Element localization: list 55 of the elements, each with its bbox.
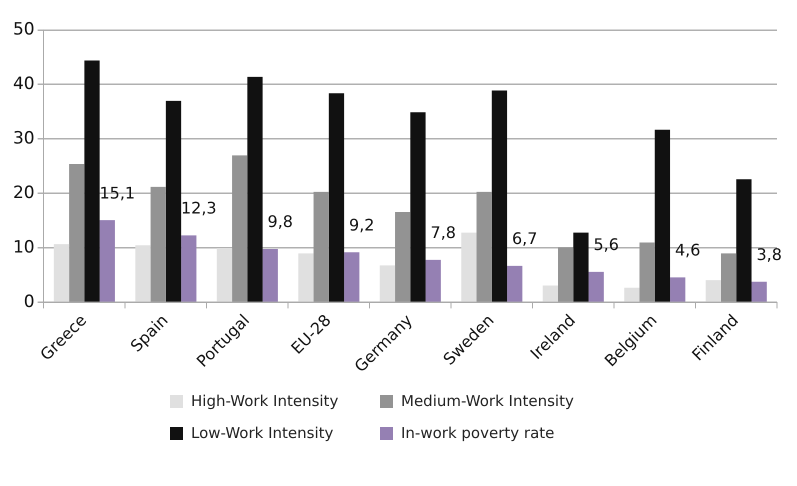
data-label: 6,7 xyxy=(512,229,538,248)
data-label: 9,2 xyxy=(349,215,374,234)
legend-label: In-work poverty rate xyxy=(401,424,554,442)
bar xyxy=(135,245,151,302)
bar xyxy=(328,93,344,302)
y-tick-label: 20 xyxy=(12,182,35,203)
bar xyxy=(461,232,477,302)
bar xyxy=(216,248,232,302)
y-tick-label: 50 xyxy=(12,19,35,40)
data-label: 7,8 xyxy=(430,223,456,242)
y-tick-label: 0 xyxy=(24,292,35,312)
bar xyxy=(639,242,655,302)
data-label: 9,8 xyxy=(268,212,293,232)
data-label: 4,6 xyxy=(674,240,700,260)
bar xyxy=(395,212,410,302)
bar xyxy=(573,232,589,302)
y-tick-label: 40 xyxy=(12,74,35,94)
bar xyxy=(670,277,686,302)
bar xyxy=(54,244,70,302)
data-label: 15,1 xyxy=(99,183,136,202)
bar xyxy=(150,186,166,302)
bar xyxy=(736,179,752,302)
bar xyxy=(314,192,329,302)
bar xyxy=(344,252,360,302)
bar xyxy=(181,235,196,302)
bar xyxy=(588,272,604,302)
bar xyxy=(426,260,441,302)
legend-label: High-Work Intensity xyxy=(191,392,338,410)
bar xyxy=(247,76,263,302)
data-label: 5,6 xyxy=(593,235,619,254)
bar xyxy=(507,266,522,302)
bar xyxy=(542,286,558,302)
bar xyxy=(69,164,84,302)
legend-label: Low-Work Intensity xyxy=(191,424,334,442)
bar xyxy=(558,247,574,302)
bar xyxy=(624,288,640,302)
bar xyxy=(298,253,314,302)
bar xyxy=(232,155,248,302)
bar xyxy=(752,282,767,302)
bar xyxy=(720,253,736,302)
bar xyxy=(492,90,508,302)
data-label: 3,8 xyxy=(756,244,782,264)
bar xyxy=(654,130,670,302)
y-tick-label: 30 xyxy=(12,128,35,148)
bar xyxy=(84,60,100,302)
y-tick-label: 10 xyxy=(12,237,35,258)
bar xyxy=(262,249,278,302)
bar xyxy=(706,280,721,302)
bar xyxy=(476,192,492,302)
bar xyxy=(166,100,182,302)
data-label: 12,3 xyxy=(180,198,217,218)
bar xyxy=(100,220,115,302)
legend-label: Medium-Work Intensity xyxy=(401,392,574,410)
bar xyxy=(380,265,396,302)
bar xyxy=(410,112,426,302)
